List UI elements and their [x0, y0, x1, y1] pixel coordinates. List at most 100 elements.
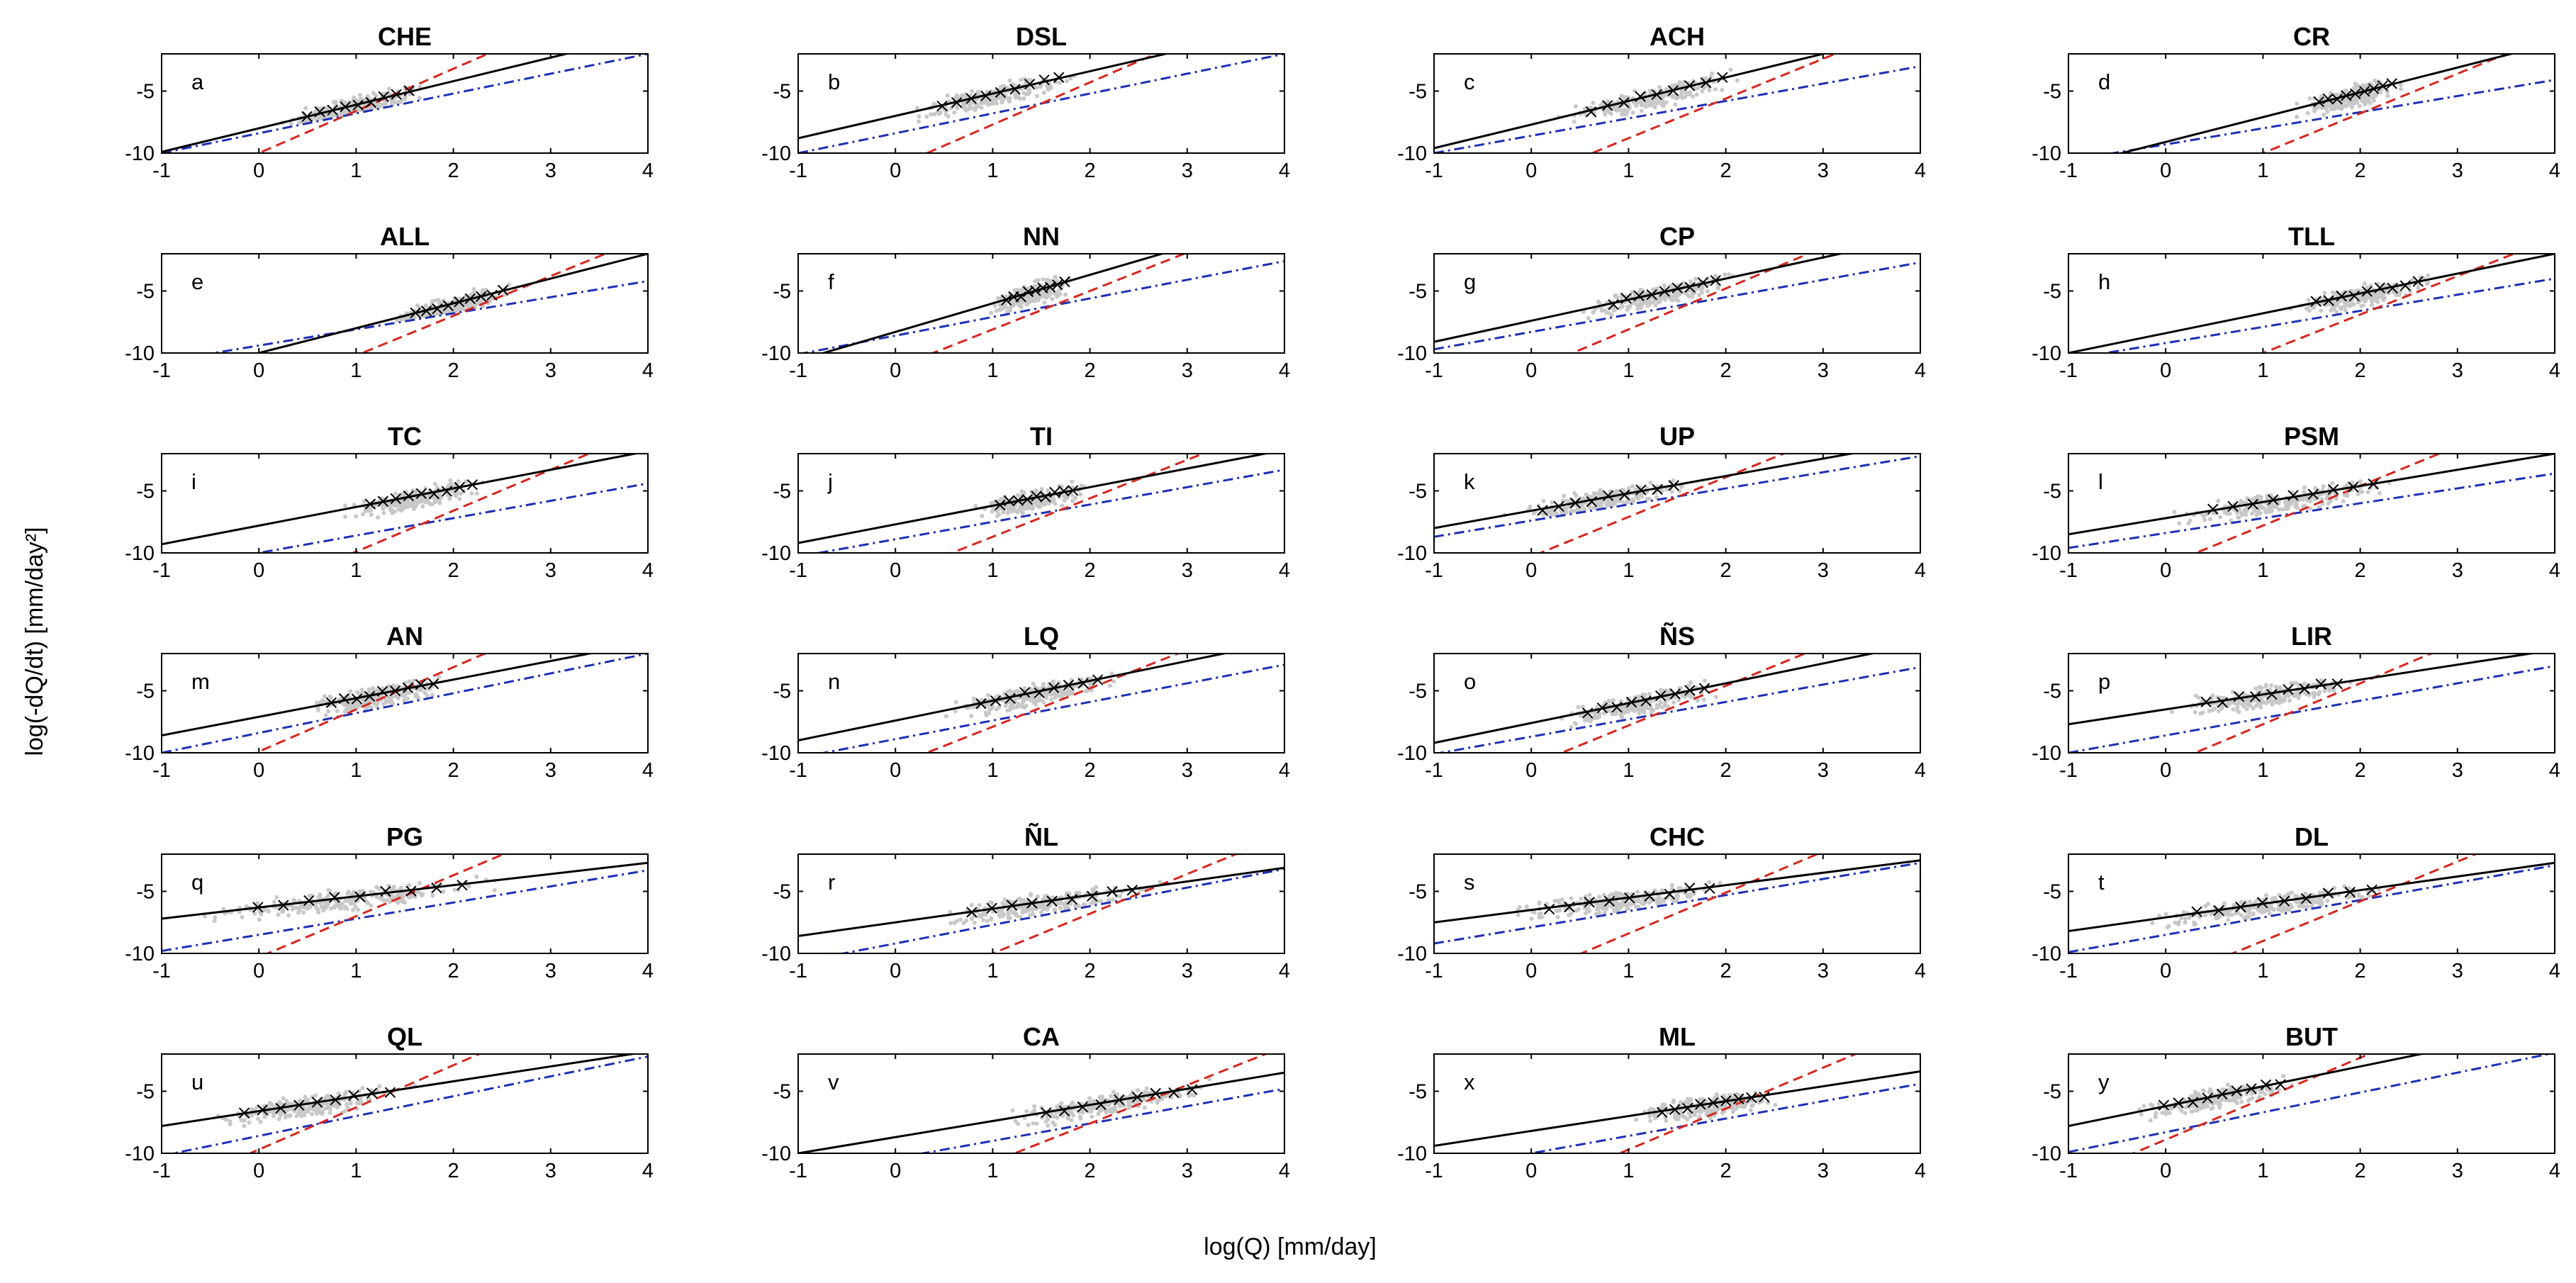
- data-point: [2331, 688, 2336, 693]
- data-point: [397, 99, 402, 104]
- panel-axes-box: [161, 653, 649, 753]
- data-point: [1638, 99, 1643, 104]
- data-point: [1057, 80, 1062, 85]
- bin-marker: [1684, 281, 1696, 293]
- data-point: [1673, 102, 1678, 107]
- x-tick-label: 2: [2355, 359, 2366, 382]
- x-tick-label: 3: [1182, 759, 1193, 782]
- data-point: [1626, 101, 1631, 106]
- data-point: [1669, 94, 1674, 99]
- bin-marker: [2217, 697, 2228, 708]
- data-point: [1580, 704, 1585, 709]
- x-tick-label: -1: [789, 559, 807, 582]
- data-point: [1070, 479, 1075, 484]
- data-point: [335, 708, 340, 713]
- data-point: [437, 499, 442, 504]
- data-point: [943, 112, 948, 117]
- x-tick-label: -1: [2059, 759, 2078, 782]
- data-point: [369, 508, 374, 513]
- data-point: [1010, 298, 1015, 303]
- data-point: [1664, 86, 1669, 91]
- data-point: [1648, 480, 1653, 485]
- x-tick-label: 1: [1623, 759, 1634, 782]
- x-tick-label: -1: [1425, 159, 1443, 182]
- data-point: [2380, 295, 2385, 300]
- data-point: [1703, 76, 1708, 81]
- bin-marker-stroke: [1053, 72, 1065, 83]
- bin-marker: [1602, 100, 1613, 111]
- bin-marker-stroke: [2299, 683, 2310, 695]
- data-point: [257, 917, 262, 922]
- data-point: [1705, 288, 1710, 293]
- data-point: [1615, 498, 1620, 503]
- panel-axes-box: [2068, 653, 2555, 753]
- data-point: [2343, 308, 2348, 313]
- x-tick-label: -1: [1425, 759, 1443, 782]
- data-point: [465, 300, 470, 305]
- blue-dashdot-line: [812, 469, 1284, 553]
- x-tick-label: 3: [545, 759, 556, 782]
- bin-marker: [428, 488, 440, 500]
- x-tick-label: 1: [2257, 559, 2268, 582]
- data-point: [1691, 94, 1696, 99]
- data-point: [1706, 282, 1710, 287]
- data-point: [323, 713, 328, 718]
- bin-marker-stroke: [364, 690, 376, 702]
- panel-axes-box: [161, 453, 649, 554]
- data-point: [1572, 119, 1577, 124]
- bin-marker-stroke: [376, 685, 388, 697]
- bin-marker: [1048, 682, 1060, 694]
- bin-marker-stroke: [1697, 276, 1708, 288]
- data-point: [914, 106, 919, 111]
- data-point: [1020, 510, 1025, 515]
- bin-marker: [1611, 702, 1623, 713]
- data-point: [1620, 715, 1625, 719]
- data-point: [1638, 491, 1643, 496]
- data-point: [1609, 313, 1614, 318]
- bin-marker: [1040, 491, 1051, 503]
- data-point: [1024, 697, 1029, 702]
- data-point: [1622, 108, 1627, 113]
- x-tick-label: 3: [1182, 359, 1193, 382]
- bin-marker-stroke: [1710, 274, 1721, 286]
- data-point: [1041, 277, 1046, 282]
- bin-marker-stroke: [2348, 290, 2360, 302]
- data-point: [2371, 98, 2376, 103]
- bin-marker-stroke: [2331, 678, 2343, 690]
- blue-dashdot-line: [162, 654, 648, 753]
- data-point: [2416, 286, 2421, 291]
- bin-marker-stroke: [2233, 690, 2245, 702]
- x-tick-label: 0: [2160, 159, 2171, 182]
- data-point: [2356, 300, 2361, 305]
- bin-marker-stroke: [2368, 83, 2380, 94]
- data-point: [448, 478, 453, 483]
- bin-marker: [2399, 280, 2411, 291]
- bin-marker: [364, 690, 376, 702]
- data-point: [2339, 106, 2344, 111]
- y-tick-label: -10: [2032, 542, 2061, 565]
- data-point: [2224, 510, 2229, 515]
- data-point: [1027, 298, 1032, 303]
- data-point: [1659, 488, 1664, 493]
- bin-marker-stroke: [1059, 276, 1070, 288]
- panel-title: LQ: [1024, 622, 1059, 651]
- data-point: [1591, 505, 1596, 510]
- data-point: [391, 895, 396, 900]
- bin-marker-stroke: [2348, 481, 2359, 493]
- data-point: [337, 112, 342, 117]
- bin-marker-stroke: [1030, 285, 1041, 296]
- data-point: [259, 912, 264, 917]
- bin-marker: [1684, 80, 1696, 91]
- x-tick-label: -1: [789, 159, 807, 182]
- data-point: [1018, 300, 1023, 305]
- data-point: [995, 509, 999, 514]
- y-tick-label: -5: [1409, 680, 1427, 703]
- data-point: [2394, 293, 2399, 298]
- data-point: [2269, 683, 2274, 688]
- x-tick-label: 0: [253, 159, 264, 182]
- bin-marker: [1537, 505, 1548, 516]
- blue-dashdot-line: [2068, 665, 2555, 753]
- data-point: [1044, 695, 1049, 700]
- data-point: [2366, 96, 2371, 101]
